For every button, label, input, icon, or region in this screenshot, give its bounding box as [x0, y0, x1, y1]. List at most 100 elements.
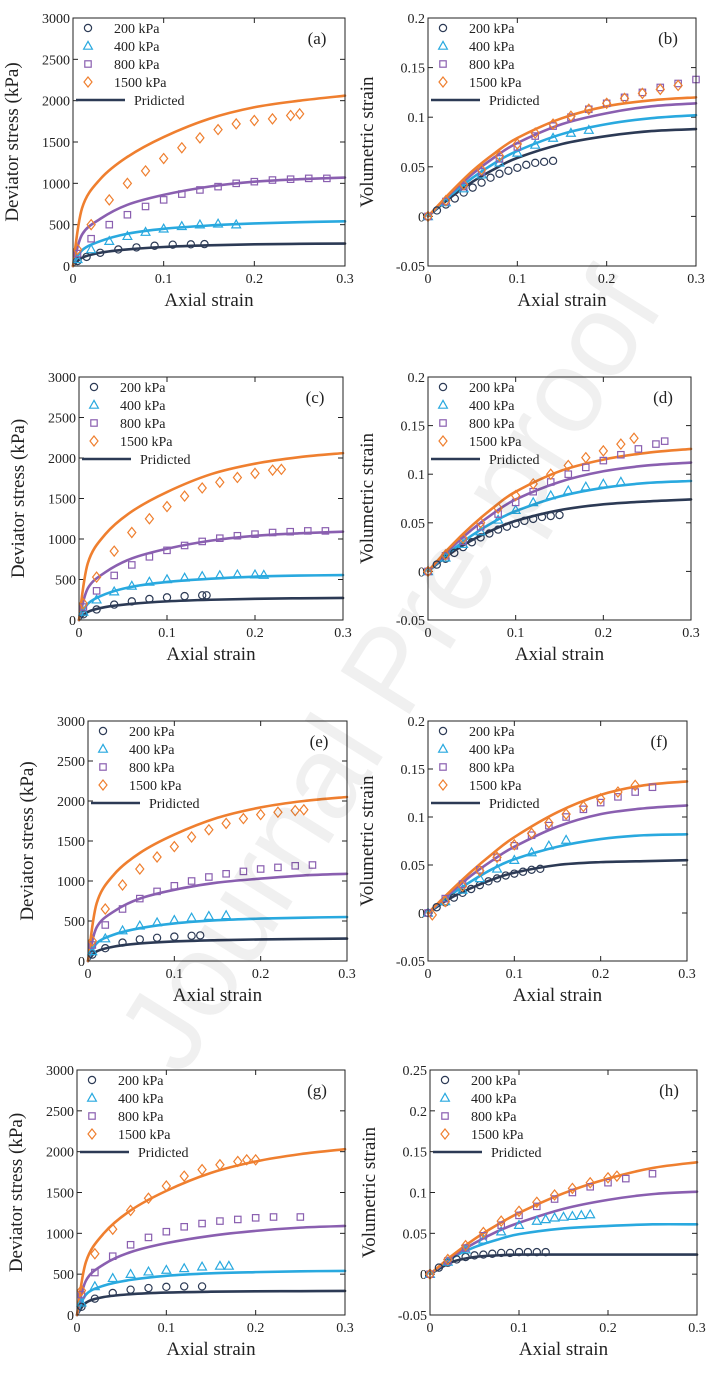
predicted-line	[428, 1253, 699, 1276]
diamond-marker	[458, 178, 469, 191]
predicted-line	[86, 872, 349, 963]
legend-label: Pridicted	[140, 453, 191, 468]
y-tick-label: -0.05	[398, 1309, 427, 1324]
square-marker	[581, 463, 590, 472]
legend-label: 800 kPa	[469, 761, 515, 776]
legend-diamond-marker	[438, 76, 448, 88]
circle-marker	[170, 932, 179, 941]
plot-frame	[427, 17, 697, 267]
x-axis-label: Axial strain	[166, 1339, 256, 1360]
y-tick-label: -0.05	[396, 614, 425, 629]
square-marker	[123, 210, 132, 219]
circle-marker	[484, 877, 493, 886]
y-axis-label: Deviator stress (kPa)	[8, 419, 29, 578]
circle-marker	[90, 1294, 100, 1303]
legend-diamond-marker	[440, 1128, 450, 1140]
circle-marker	[145, 594, 154, 604]
square-marker	[296, 1213, 305, 1221]
circle-marker	[162, 593, 172, 602]
triangle-marker	[508, 854, 520, 865]
diamond-marker	[249, 114, 260, 127]
y-tick-label: 0	[69, 614, 76, 629]
x-tick-label: 0.2	[246, 626, 264, 641]
square-marker	[621, 1174, 630, 1183]
square-marker	[441, 894, 450, 903]
square-marker	[286, 175, 295, 184]
legend-label: 800 kPa	[469, 417, 515, 432]
panel-label: (c)	[306, 388, 325, 407]
diamond-marker	[140, 164, 151, 177]
circle-marker	[511, 519, 520, 528]
diamond-marker	[273, 806, 283, 819]
triangle-marker	[475, 525, 487, 536]
y-axis-label: Volumetric strain	[359, 1126, 380, 1258]
triangle-marker	[562, 484, 574, 495]
predicted-line	[86, 937, 349, 963]
diamond-marker	[213, 123, 223, 136]
diamond-marker	[250, 1153, 261, 1166]
diamond-marker	[548, 118, 558, 131]
y-tick-label: 2000	[42, 95, 70, 110]
square-marker	[234, 1215, 242, 1224]
y-tick-label: 0.2	[410, 1105, 428, 1120]
panel-label: (e)	[310, 732, 329, 751]
x-tick-label: 0.2	[592, 967, 610, 982]
triangle-marker	[72, 253, 83, 264]
square-marker	[216, 1217, 224, 1225]
square-marker	[562, 813, 570, 821]
y-tick-label: 1000	[42, 177, 70, 192]
square-marker	[586, 1182, 595, 1191]
legend-square-marker	[99, 763, 107, 771]
y-tick-label: 0.1	[410, 1187, 428, 1202]
plot-frame	[427, 376, 692, 621]
triangle-marker	[76, 1296, 87, 1307]
y-tick-label: 1000	[48, 533, 76, 548]
legend-label: 1500 kPa	[469, 76, 522, 91]
diamond-marker	[162, 500, 172, 513]
predicted-line	[77, 530, 345, 622]
triangle-marker	[117, 924, 128, 935]
diamond-marker	[427, 908, 438, 921]
diamond-marker	[232, 471, 243, 484]
x-tick-label: 0.1	[507, 626, 525, 641]
square-marker	[596, 798, 605, 807]
circle-marker	[505, 1248, 515, 1258]
circle-marker	[450, 194, 459, 203]
diamond-marker	[215, 1158, 225, 1171]
circle-marker	[470, 1251, 479, 1260]
diamond-marker	[655, 83, 666, 96]
triangle-marker	[168, 914, 180, 925]
triangle-marker	[231, 568, 243, 579]
triangle-marker	[558, 1211, 569, 1221]
y-tick-label: 0.05	[401, 859, 426, 874]
legend-label: 200 kPa	[120, 381, 166, 396]
circle-marker	[162, 1282, 171, 1292]
legend-square-marker	[439, 763, 447, 771]
square-marker	[579, 805, 588, 814]
diamond-marker	[549, 1188, 560, 1201]
diamond-marker	[204, 823, 214, 836]
circle-marker	[513, 163, 522, 172]
circle-marker	[477, 178, 486, 187]
legend-label: 1500 kPa	[129, 779, 182, 794]
diamond-marker	[584, 103, 594, 116]
legend-label: 200 kPa	[469, 381, 515, 396]
x-tick-label: 0	[425, 272, 432, 287]
square-marker	[92, 587, 101, 595]
y-tick-label: 0	[63, 260, 70, 275]
triangle-marker	[513, 1219, 525, 1229]
circle-marker	[502, 522, 512, 531]
panel-label: (d)	[653, 388, 673, 407]
square-marker	[144, 1233, 153, 1242]
diamond-marker	[238, 812, 249, 825]
square-marker	[515, 1211, 523, 1220]
diamond-marker	[276, 463, 287, 476]
legend-triangle-marker	[439, 1092, 451, 1102]
y-tick-label: 3000	[42, 12, 70, 27]
circle-marker	[200, 239, 209, 249]
y-axis-label: Volumetric strain	[357, 775, 378, 907]
legend-label: 400 kPa	[114, 40, 160, 55]
diamond-marker	[91, 571, 102, 584]
triangle-marker	[492, 514, 504, 524]
triangle-marker	[85, 243, 97, 254]
